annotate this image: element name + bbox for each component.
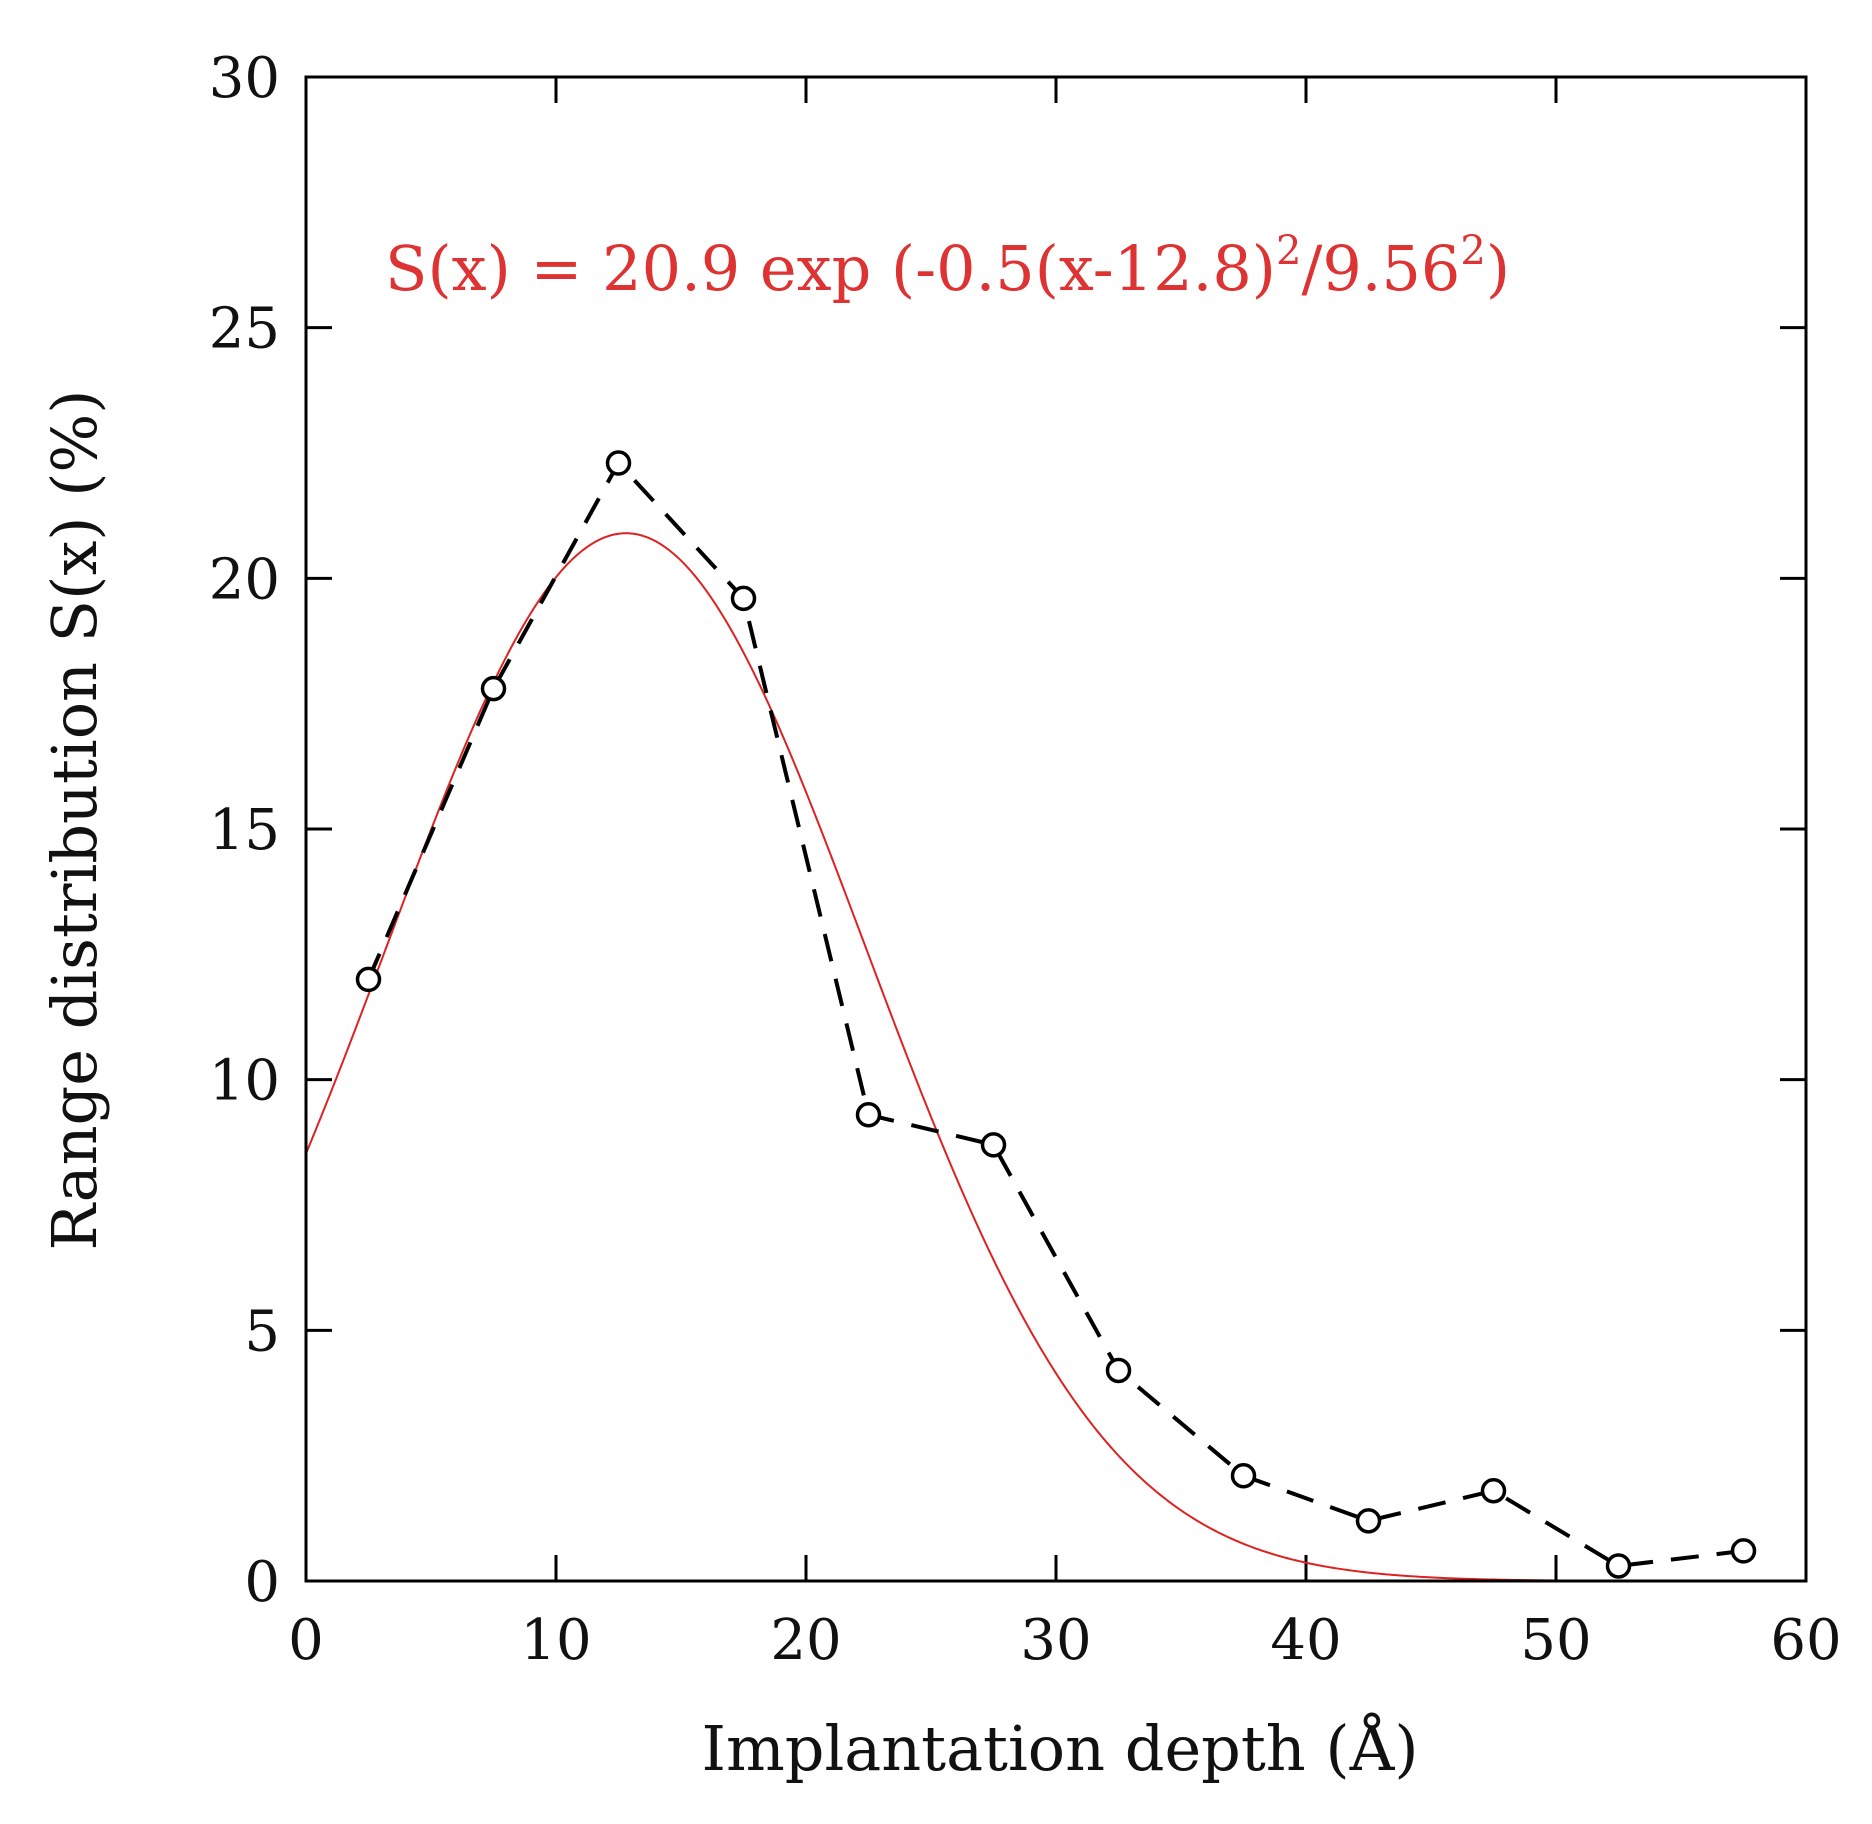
x-axis-title: Implantation depth (Å) — [701, 1712, 1418, 1785]
data-point — [730, 585, 757, 612]
y-tick-label: 5 — [244, 1299, 280, 1364]
data-point — [1605, 1553, 1632, 1579]
fit-equation-main: S(x) = 20.9 exp (-0.5(x-12.8) — [385, 232, 1276, 305]
data-point — [355, 966, 382, 993]
fit-equation-end: ) — [1486, 232, 1510, 305]
data-point — [855, 1102, 882, 1128]
data-point — [605, 450, 632, 476]
simulated-data-line — [366, 459, 1744, 1569]
y-tick-label: 15 — [209, 798, 280, 863]
x-tick-label: 30 — [1020, 1608, 1091, 1673]
data-point — [980, 1132, 1007, 1158]
x-tick-labels: 0 10 20 30 40 50 60 — [288, 1608, 1841, 1673]
data-point — [480, 675, 507, 702]
data-point — [1105, 1357, 1132, 1384]
x-tick-label: 20 — [770, 1608, 841, 1673]
gaussian-fit-curve — [305, 532, 1806, 1582]
y-tick-labels: 0 5 10 15 20 25 30 — [209, 46, 280, 1615]
y-tick-label: 10 — [209, 1049, 280, 1114]
y-axis-title: Range distribution S(x) (%) — [38, 390, 111, 1251]
data-point — [1230, 1462, 1257, 1489]
fit-equation-sup-1: 2 — [1276, 228, 1301, 274]
x-tick-label: 10 — [520, 1608, 591, 1673]
y-tick-label: 25 — [209, 297, 280, 362]
y-tick-label: 0 — [244, 1550, 280, 1615]
plot-frame — [304, 75, 1808, 1583]
x-tick-label: 50 — [1520, 1608, 1591, 1673]
x-tick-label: 40 — [1270, 1608, 1341, 1673]
data-markers — [355, 450, 1757, 1579]
fit-equation-mid: /9.56 — [1301, 232, 1460, 305]
x-tick-label: 0 — [288, 1608, 324, 1673]
y-tick-label: 20 — [209, 547, 280, 612]
fit-equation-sup-2: 2 — [1460, 228, 1485, 274]
data-point — [1480, 1478, 1507, 1504]
fit-equation-annotation: S(x) = 20.9 exp (-0.5(x-12.8)2/9.562) — [385, 228, 1510, 305]
data-point — [1355, 1508, 1382, 1534]
x-tick-label: 60 — [1770, 1608, 1841, 1673]
data-point — [1730, 1538, 1757, 1564]
y-tick-label: 30 — [209, 46, 280, 111]
